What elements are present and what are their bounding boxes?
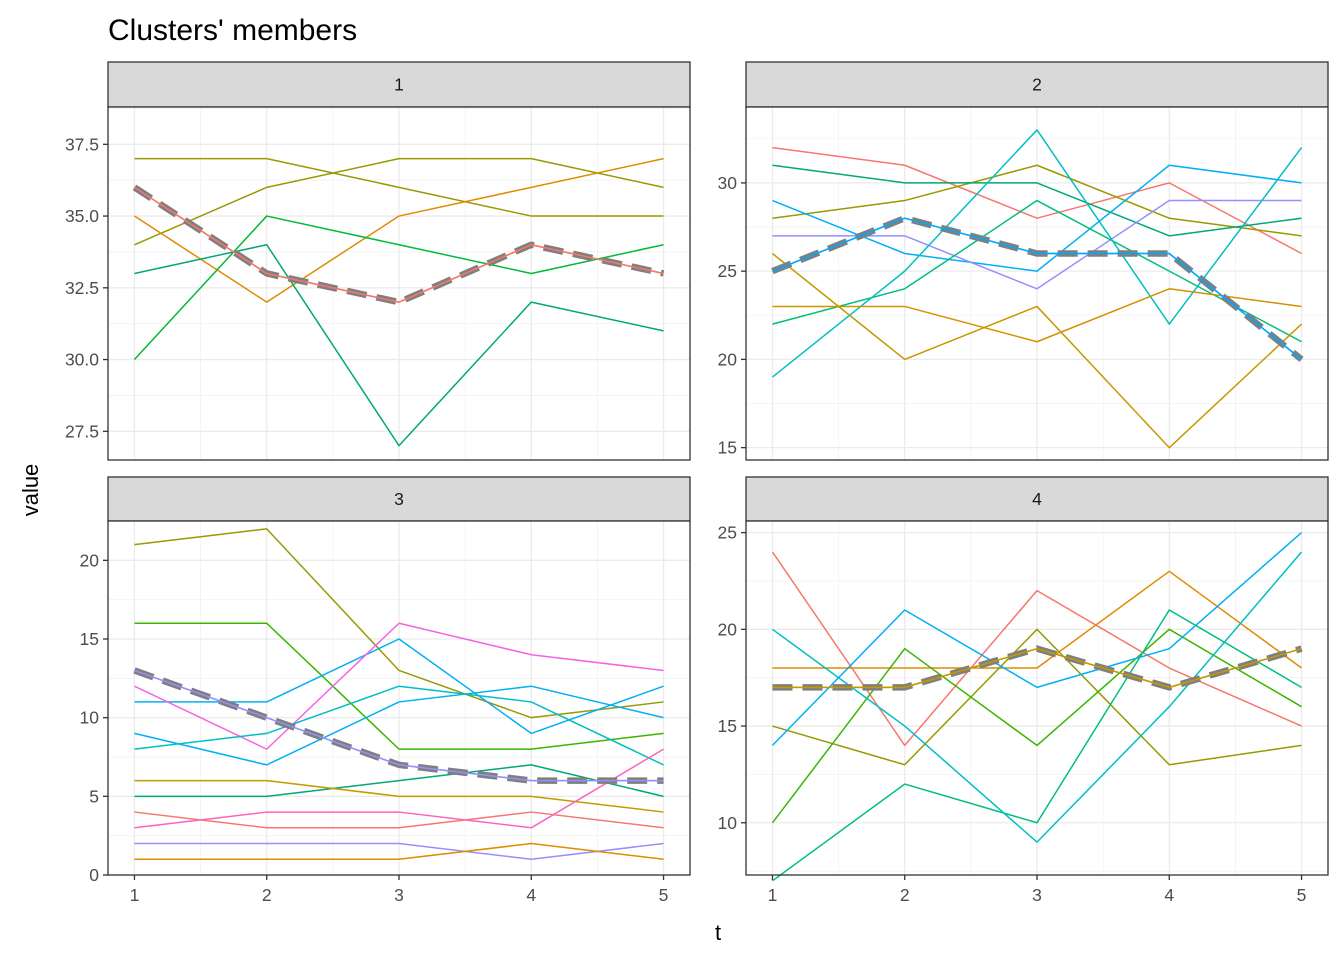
series-line-7 — [772, 551, 1303, 843]
centroid-member-line — [134, 669, 664, 782]
facet-panels: 127.530.032.535.037.52152025303051015201… — [65, 61, 1329, 905]
series-line-3 — [772, 164, 1302, 237]
series-line-8 — [772, 288, 1302, 343]
series-line-4 — [134, 685, 664, 766]
x-tick-label: 2 — [262, 885, 272, 905]
facet-panel-3: 3 0 5 10 15 20 1 2 3 4 5 — [80, 476, 691, 905]
facet-panel-4: 4 10 15 20 25 1 2 3 4 5 — [718, 476, 1329, 905]
x-axis-label: t — [715, 920, 721, 945]
y-tick-label: 0 — [89, 865, 99, 885]
series-line-2 — [772, 164, 1302, 237]
panel-border — [745, 106, 1329, 461]
y-tick-label: 25 — [718, 261, 737, 281]
facet-panel-1: 1 27.5 30.0 32.5 35.0 37.5 — [65, 61, 691, 461]
series-line-3 — [134, 157, 664, 246]
series-line-2 — [134, 622, 664, 750]
series-line-4 — [772, 628, 1302, 766]
facet-strip-label: 2 — [1032, 75, 1042, 95]
x-tick-label: 3 — [394, 885, 404, 905]
y-tick-label: 20 — [718, 349, 738, 369]
centroid-member-line — [772, 647, 1302, 689]
x-tick-label: 4 — [526, 885, 536, 905]
y-tick-label: 15 — [718, 716, 737, 736]
series-line-12 — [134, 842, 664, 861]
centroid-member-line — [134, 186, 664, 303]
y-tick-label: 15 — [80, 629, 99, 649]
series-line-1 — [771, 551, 1302, 747]
series-line-7 — [134, 685, 664, 766]
y-tick-label: 30 — [718, 173, 738, 193]
series-line-9 — [771, 252, 1303, 449]
facet-strip-label: 4 — [1032, 489, 1042, 509]
series-line-13 — [134, 842, 664, 861]
chart-title: Clusters' members — [108, 14, 357, 47]
series-line-8 — [771, 532, 1303, 746]
x-tick-label: 5 — [659, 885, 669, 905]
series-line-1 — [772, 146, 1302, 255]
series-line-5 — [133, 215, 664, 361]
x-tick-label: 1 — [130, 885, 140, 905]
facet-strip — [107, 61, 691, 108]
series-line-11 — [134, 748, 664, 829]
y-tick-label: 20 — [718, 619, 738, 639]
y-tick-label: 30.0 — [65, 350, 99, 370]
facet-panel-2: 2 15 20 25 30 — [718, 61, 1329, 461]
y-axis-label: value — [18, 464, 43, 517]
x-tick-label: 4 — [1164, 885, 1174, 905]
series-line-8 — [134, 764, 664, 798]
facet-strip — [745, 61, 1329, 108]
x-tick-label: 5 — [1297, 885, 1307, 905]
y-tick-label: 32.5 — [65, 278, 99, 298]
facet-strip-label: 3 — [394, 489, 404, 509]
facet-strip — [107, 476, 691, 522]
facet-strip-label: 1 — [394, 75, 404, 95]
x-tick-label: 1 — [768, 885, 778, 905]
y-tick-label: 27.5 — [65, 421, 99, 441]
x-tick-label: 2 — [900, 885, 910, 905]
panel-border — [107, 106, 691, 461]
y-tick-label: 5 — [89, 786, 99, 806]
y-tick-label: 37.5 — [65, 134, 99, 154]
series-line-10 — [134, 811, 664, 829]
y-tick-label: 10 — [718, 813, 738, 833]
x-tick-label: 3 — [1032, 885, 1042, 905]
y-tick-label: 10 — [80, 708, 100, 728]
series-line-5 — [134, 622, 664, 750]
y-tick-label: 25 — [718, 523, 737, 543]
series-line-6 — [134, 244, 664, 447]
series-line-2 — [772, 570, 1302, 669]
centroid-member-line — [772, 217, 1303, 360]
y-tick-label: 15 — [718, 438, 737, 458]
series-line-1 — [134, 528, 664, 719]
series-line-2 — [134, 157, 664, 217]
series-line-4 — [134, 157, 664, 303]
y-tick-label: 35.0 — [65, 206, 99, 226]
series-line-6 — [772, 609, 1302, 882]
y-tick-label: 20 — [80, 550, 100, 570]
